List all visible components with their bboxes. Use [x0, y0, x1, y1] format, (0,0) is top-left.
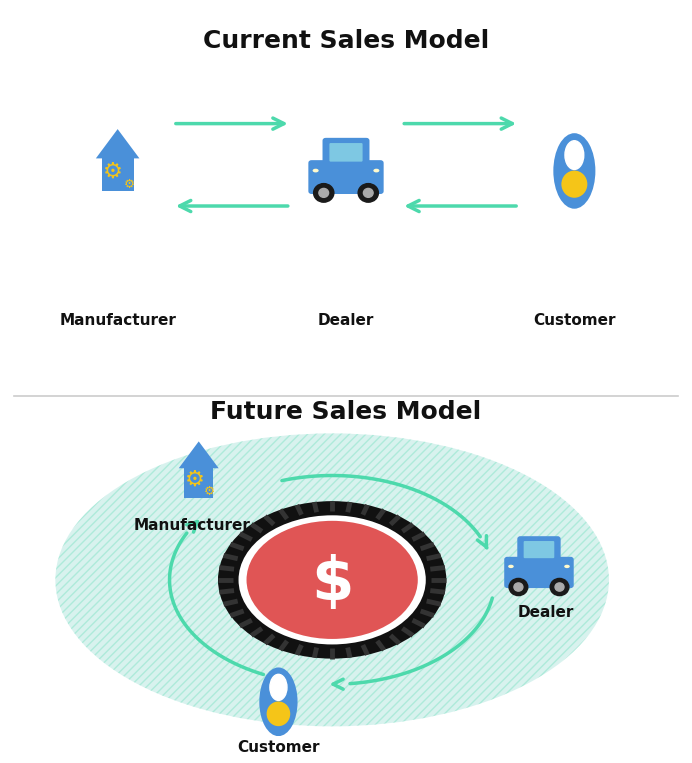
Text: Current Sales Model: Current Sales Model	[203, 29, 489, 53]
FancyBboxPatch shape	[309, 160, 383, 194]
FancyBboxPatch shape	[518, 536, 561, 563]
Circle shape	[565, 140, 584, 169]
Circle shape	[313, 184, 334, 202]
Polygon shape	[95, 129, 140, 159]
Circle shape	[358, 184, 379, 202]
Ellipse shape	[508, 565, 513, 568]
Polygon shape	[179, 442, 219, 468]
Circle shape	[550, 578, 569, 596]
Text: Manufacturer: Manufacturer	[134, 518, 251, 533]
Ellipse shape	[561, 171, 588, 198]
Ellipse shape	[246, 521, 418, 639]
Text: ⚙: ⚙	[125, 178, 136, 191]
Text: ⚙: ⚙	[185, 470, 205, 490]
Text: Dealer: Dealer	[318, 313, 374, 328]
Text: Future Sales Model: Future Sales Model	[210, 401, 482, 424]
Ellipse shape	[260, 668, 298, 736]
Text: Customer: Customer	[237, 740, 320, 755]
Ellipse shape	[239, 515, 426, 645]
Circle shape	[363, 188, 373, 198]
Circle shape	[514, 583, 523, 591]
FancyBboxPatch shape	[524, 541, 554, 559]
Ellipse shape	[564, 565, 570, 568]
Bar	[102, 159, 134, 192]
Bar	[184, 468, 213, 498]
Circle shape	[270, 674, 287, 700]
Ellipse shape	[218, 501, 446, 658]
FancyBboxPatch shape	[322, 138, 370, 167]
Circle shape	[555, 583, 564, 591]
FancyBboxPatch shape	[504, 557, 574, 588]
FancyBboxPatch shape	[329, 143, 363, 162]
Text: $: $	[311, 554, 354, 613]
Ellipse shape	[373, 169, 379, 172]
Ellipse shape	[266, 701, 290, 726]
Ellipse shape	[554, 134, 595, 209]
Text: Customer: Customer	[533, 313, 616, 328]
Text: ⚙: ⚙	[204, 485, 215, 498]
Circle shape	[509, 578, 528, 596]
Circle shape	[55, 433, 609, 726]
Text: ⚙: ⚙	[103, 161, 123, 182]
Text: Dealer: Dealer	[518, 605, 574, 620]
Circle shape	[319, 188, 329, 198]
Text: Manufacturer: Manufacturer	[60, 313, 176, 328]
Ellipse shape	[313, 169, 319, 172]
